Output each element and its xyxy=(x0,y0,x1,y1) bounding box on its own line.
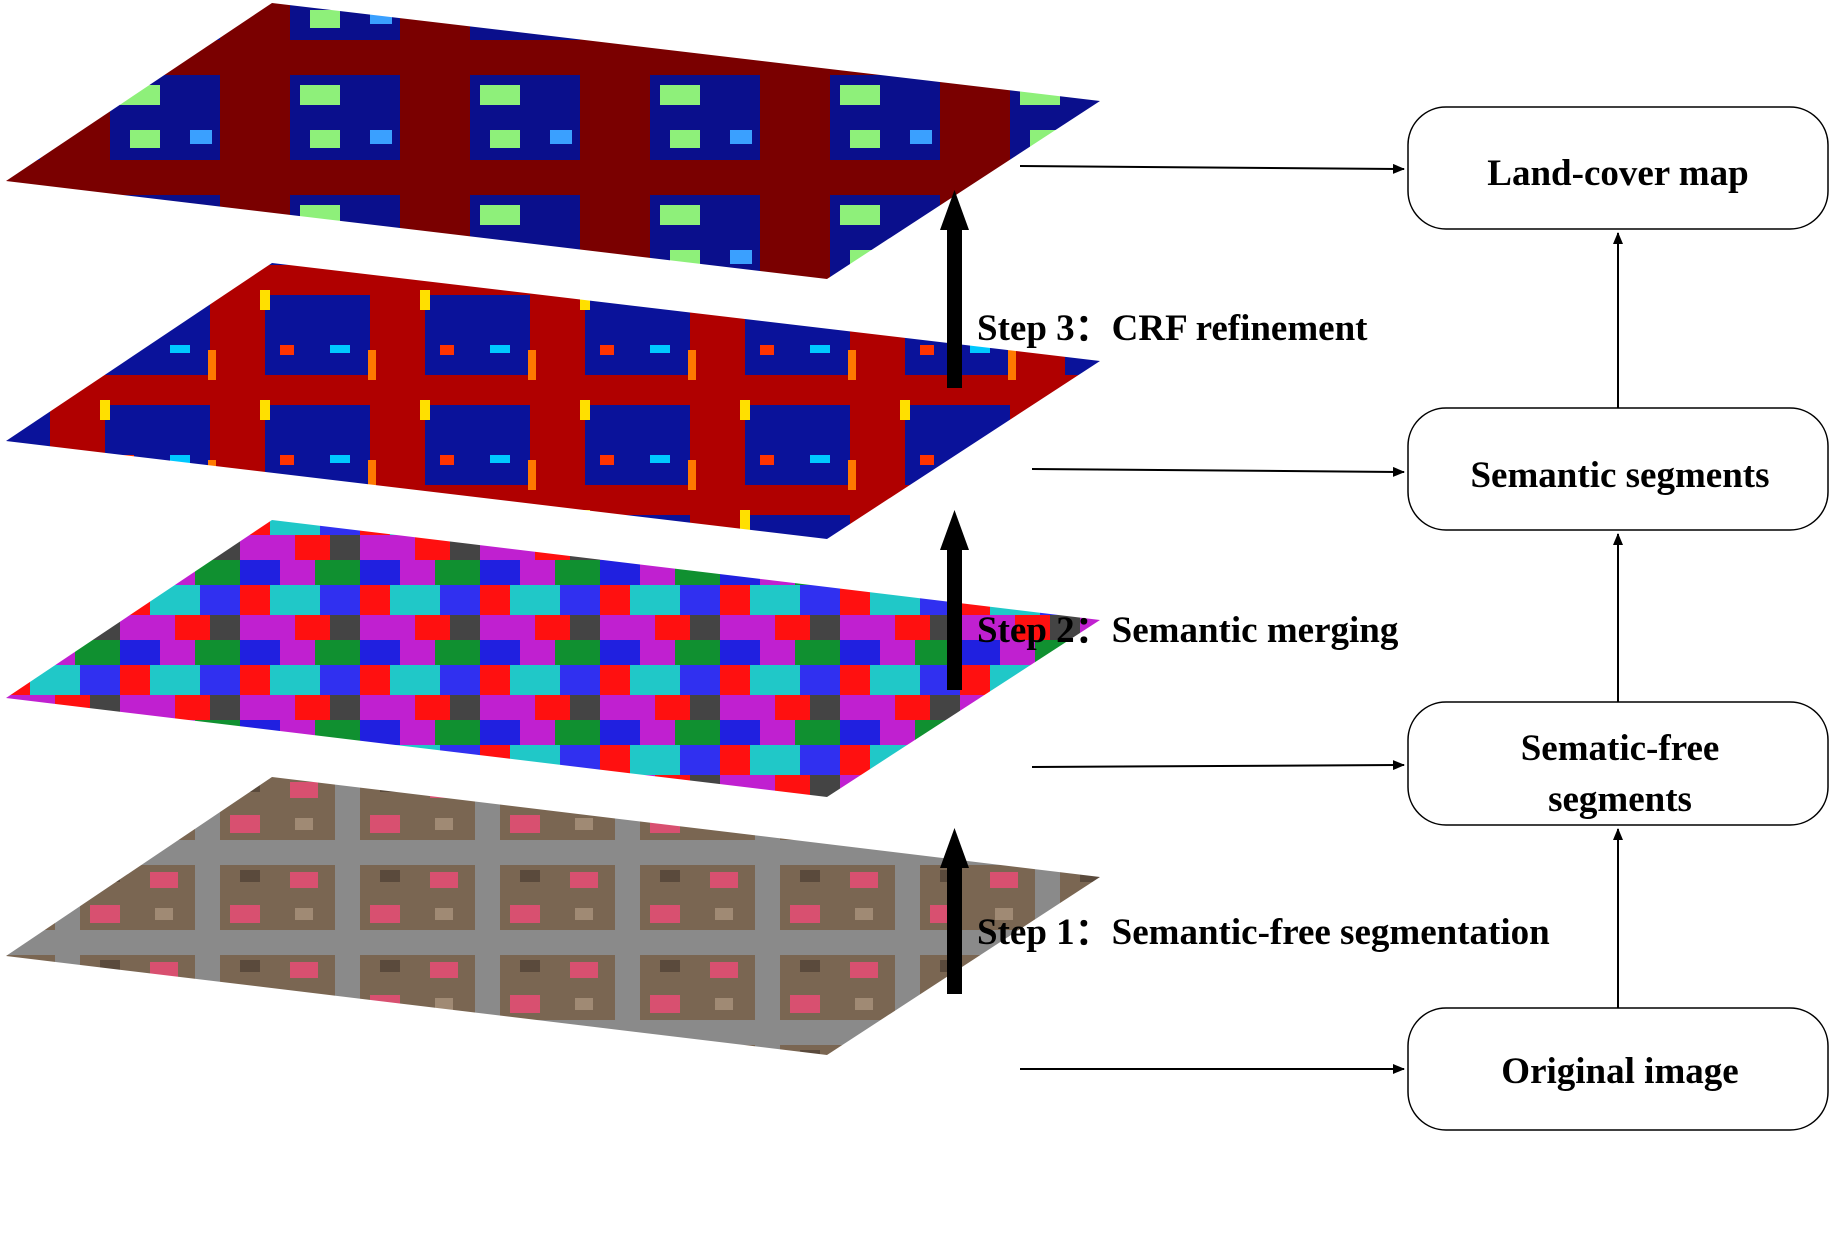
land-cover-map-label: Land-cover map xyxy=(1487,153,1748,194)
original-image-layer xyxy=(6,777,1100,1055)
semantic-free-label-line2: segments xyxy=(1548,779,1692,820)
thick-arrow-step2 xyxy=(940,510,969,690)
step1-label: Step 1：Semantic-free segmentation xyxy=(977,912,1550,953)
original-image-label: Original image xyxy=(1501,1051,1738,1092)
land-cover-layer-image xyxy=(6,3,1100,279)
arrow-semantic-to-box xyxy=(1031,466,1405,477)
semantic-free-label-line1: Sematic-free xyxy=(1521,728,1720,769)
step3-label: Step 3：CRF refinement xyxy=(977,308,1368,349)
arrow-free-to-box xyxy=(1031,760,1405,771)
thick-arrow-step3 xyxy=(940,190,969,388)
arrow-landcover-to-box xyxy=(1019,163,1405,174)
semantic-layer-image xyxy=(6,263,1100,539)
semantic-segments-label: Semantic segments xyxy=(1470,455,1769,496)
thick-arrow-step1 xyxy=(940,828,969,994)
step2-label: Step 2：Semantic merging xyxy=(977,610,1399,651)
semantic-free-layer-image xyxy=(6,520,1100,797)
land-cover-map-box xyxy=(1407,106,1829,230)
